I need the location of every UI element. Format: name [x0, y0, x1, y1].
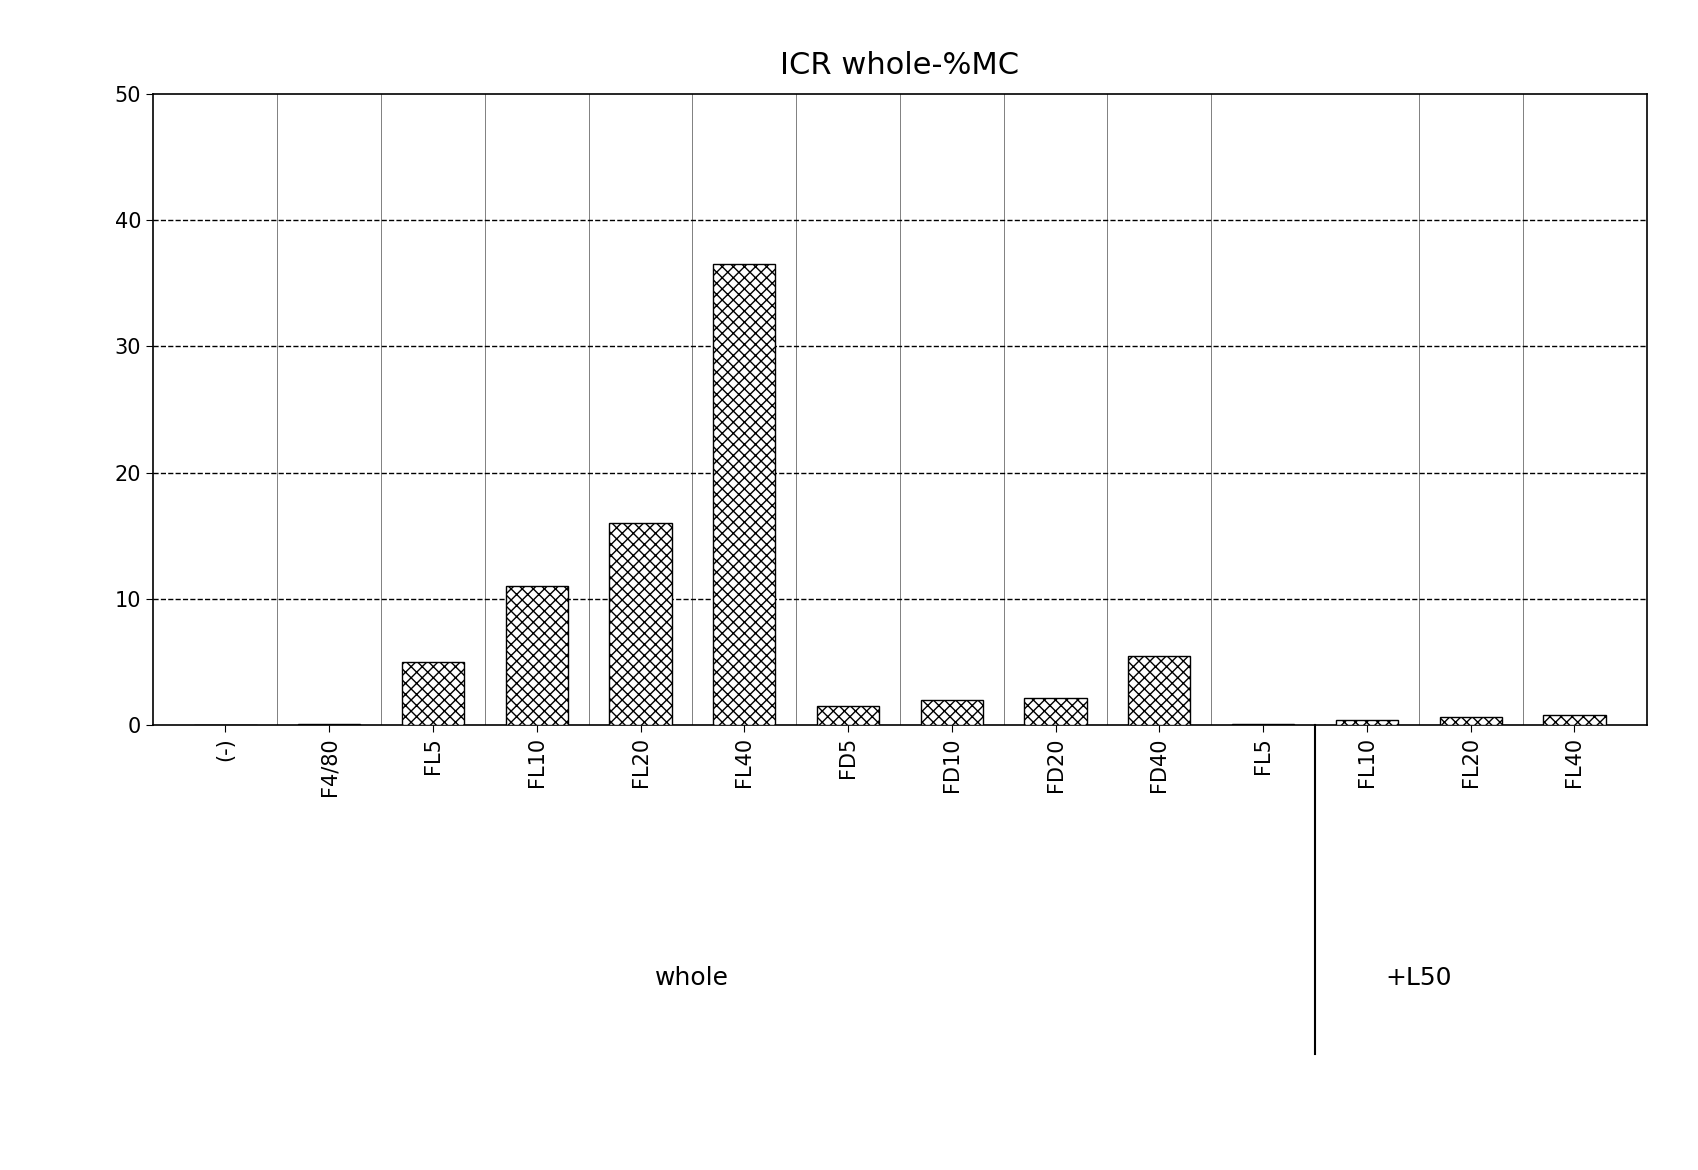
Bar [299, 724, 360, 725]
Bar [1336, 721, 1397, 725]
Title: ICR whole-%MC: ICR whole-%MC [781, 51, 1019, 81]
Bar [1233, 724, 1294, 725]
Bar [817, 707, 880, 725]
Bar [1440, 716, 1501, 725]
Bar [402, 662, 464, 725]
Bar [713, 264, 776, 725]
Bar [920, 700, 983, 725]
Text: +L50: +L50 [1386, 966, 1452, 990]
Bar [1024, 697, 1087, 725]
Bar [610, 523, 672, 725]
Bar [1127, 656, 1190, 725]
Bar [506, 586, 567, 725]
Text: whole: whole [655, 966, 730, 990]
Bar [1543, 715, 1606, 725]
